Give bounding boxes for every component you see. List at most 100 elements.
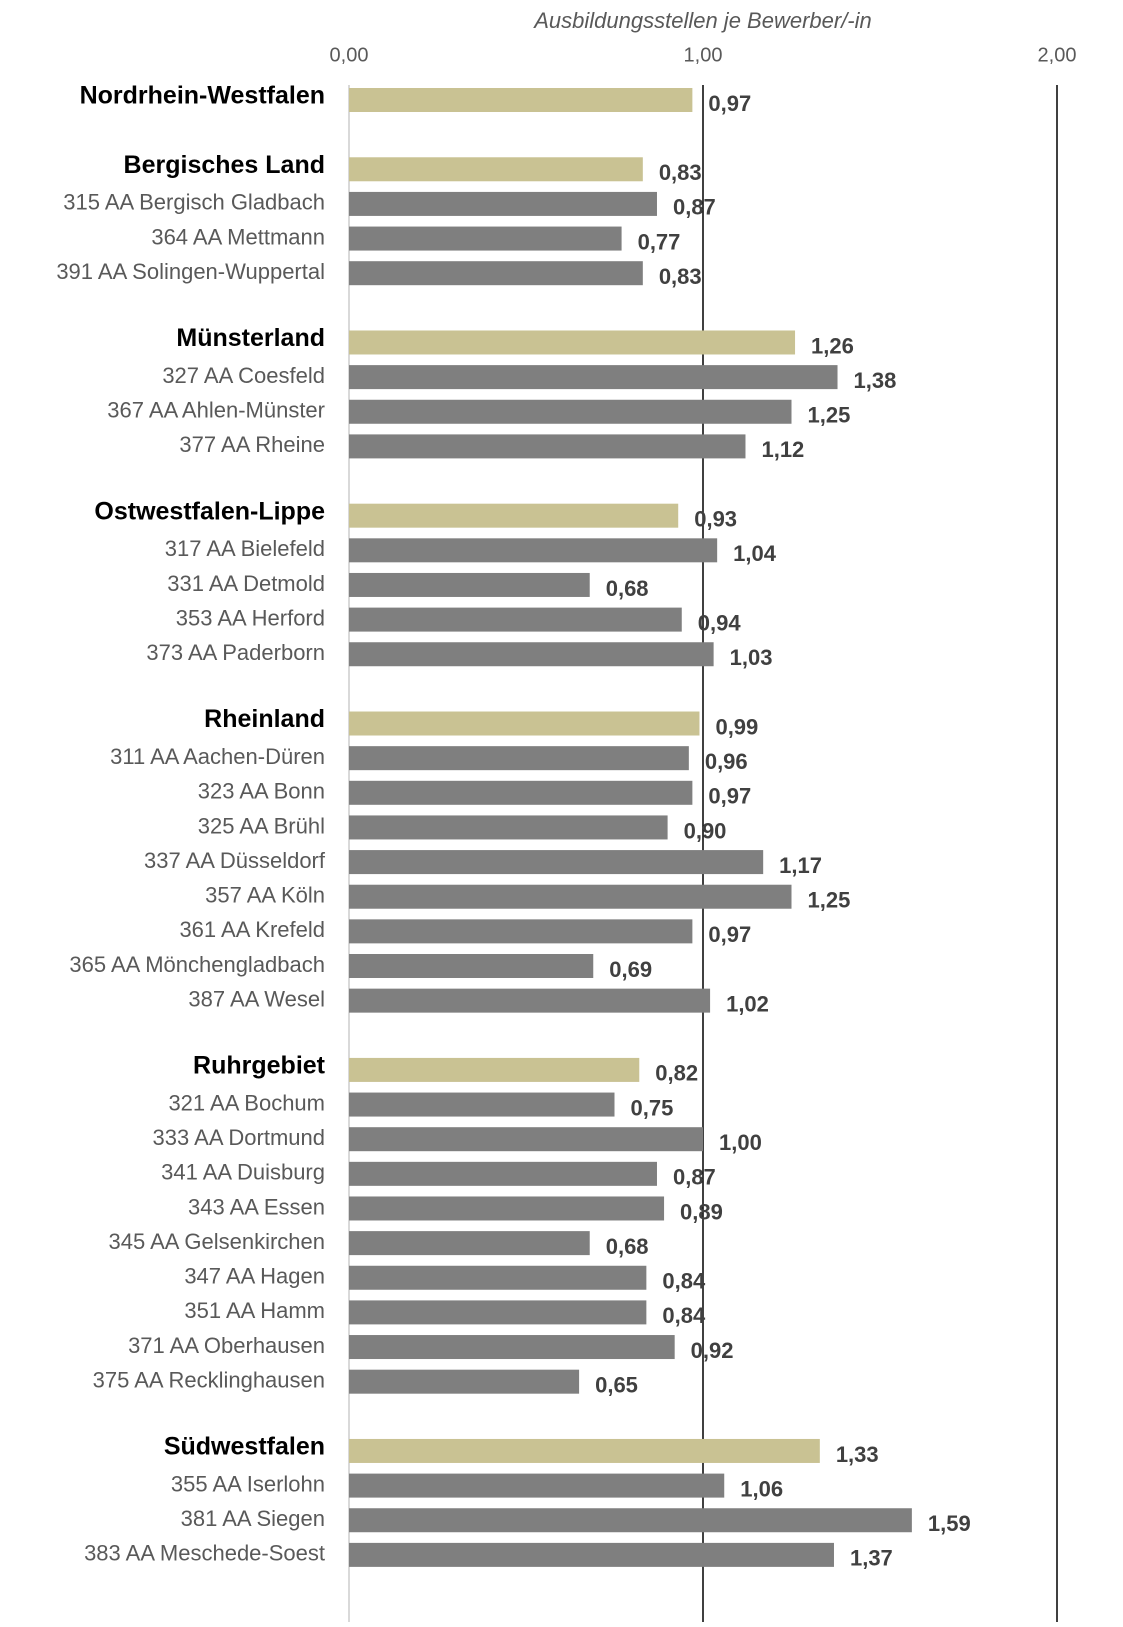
bar	[349, 1438, 820, 1463]
category-label: 377 AA Rheine	[179, 432, 325, 457]
category-label: 317 AA Bielefeld	[165, 536, 325, 561]
category-label: 351 AA Hamm	[184, 1298, 325, 1323]
bar	[349, 711, 700, 736]
group-label: Südwestfalen	[164, 1433, 325, 1461]
bar	[349, 1265, 647, 1290]
value-label: 0,96	[705, 749, 748, 774]
bar	[349, 1161, 657, 1186]
bar	[349, 988, 711, 1013]
value-label: 0,90	[684, 818, 727, 843]
bar	[349, 1473, 725, 1498]
value-label: 1,37	[850, 1546, 893, 1571]
value-label: 0,93	[694, 506, 737, 531]
value-label: 1,02	[726, 991, 769, 1016]
group-label: Ostwestfalen-Lippe	[94, 497, 325, 525]
bar	[349, 1369, 580, 1394]
category-label: 353 AA Herford	[176, 605, 325, 630]
group-label: Nordrhein-Westfalen	[80, 82, 325, 110]
bar	[349, 850, 764, 875]
group-label: Rheinland	[204, 705, 325, 733]
category-label: 341 AA Duisburg	[161, 1160, 325, 1185]
bar	[349, 330, 796, 355]
value-label: 0,84	[662, 1269, 706, 1294]
bar	[349, 642, 714, 667]
value-label: 0,97	[708, 922, 751, 947]
value-label: 1,25	[808, 888, 851, 913]
value-label: 1,06	[740, 1476, 783, 1501]
bar	[349, 1231, 590, 1256]
value-label: 1,59	[928, 1511, 971, 1536]
category-label: 311 AA Aachen-Düren	[110, 744, 325, 769]
bar	[349, 919, 693, 944]
category-label: 383 AA Meschede-Soest	[84, 1541, 325, 1566]
value-label: 1,26	[811, 333, 854, 358]
category-label: 364 AA Mettmann	[151, 224, 325, 249]
value-label: 1,17	[779, 853, 822, 878]
bar	[349, 399, 792, 424]
bar	[349, 88, 693, 112]
bar	[349, 884, 792, 909]
bar	[349, 261, 643, 286]
x-tick-label: 1,00	[684, 44, 723, 66]
category-label: 367 AA Ahlen-Münster	[107, 398, 325, 423]
value-label: 0,82	[655, 1061, 698, 1086]
bar	[349, 1508, 912, 1533]
value-label: 0,83	[659, 160, 702, 185]
category-label: 327 AA Coesfeld	[162, 363, 325, 388]
value-label: 0,99	[715, 714, 758, 739]
category-label: 343 AA Essen	[188, 1194, 325, 1219]
category-label: 375 AA Recklinghausen	[93, 1367, 325, 1392]
value-label: 1,33	[836, 1442, 879, 1467]
value-label: 0,87	[673, 1165, 716, 1190]
category-label: 391 AA Solingen-Wuppertal	[56, 259, 325, 284]
value-label: 0,75	[631, 1095, 674, 1120]
bar	[349, 1092, 615, 1117]
category-label: 325 AA Brühl	[198, 813, 325, 838]
category-label: 331 AA Detmold	[167, 571, 325, 596]
bar	[349, 157, 643, 182]
category-label: 373 AA Paderborn	[146, 640, 325, 665]
bar	[349, 780, 693, 805]
value-label: 1,00	[719, 1130, 762, 1155]
group-label: Ruhrgebiet	[193, 1052, 326, 1080]
bar	[349, 746, 689, 771]
value-label: 0,92	[691, 1338, 734, 1363]
value-label: 1,25	[808, 403, 851, 428]
category-label: 347 AA Hagen	[184, 1264, 325, 1289]
value-label: 0,87	[673, 195, 716, 220]
category-label: 321 AA Bochum	[168, 1090, 325, 1115]
group-label: Bergisches Land	[124, 151, 325, 179]
bar	[349, 607, 682, 632]
category-label: 333 AA Dortmund	[153, 1125, 325, 1150]
bar	[349, 1335, 675, 1360]
category-label: 371 AA Oberhausen	[128, 1333, 325, 1358]
category-label: 345 AA Gelsenkirchen	[109, 1229, 325, 1254]
bar	[349, 538, 718, 563]
category-label: 361 AA Krefeld	[179, 917, 325, 942]
value-label: 0,68	[606, 576, 649, 601]
bar	[349, 503, 679, 528]
category-label: 323 AA Bonn	[198, 779, 325, 804]
group-label: Münsterland	[176, 324, 325, 352]
bar	[349, 1196, 665, 1221]
bar	[349, 572, 590, 597]
bar	[349, 1127, 703, 1152]
value-label: 1,04	[733, 541, 777, 566]
bar	[349, 1057, 640, 1082]
category-label: 365 AA Mönchengladbach	[69, 952, 325, 977]
bar	[349, 365, 838, 390]
x-axis-title: Ausbildungsstellen je Bewerber/-in	[532, 8, 872, 33]
category-label: 337 AA Düsseldorf	[144, 848, 326, 873]
value-label: 0,83	[659, 264, 702, 289]
value-label: 1,12	[761, 437, 804, 462]
value-label: 0,68	[606, 1234, 649, 1259]
value-label: 0,69	[609, 957, 652, 982]
bar	[349, 434, 746, 459]
value-label: 1,38	[854, 368, 897, 393]
bar	[349, 954, 594, 978]
category-label: 387 AA Wesel	[188, 986, 325, 1011]
value-label: 0,89	[680, 1199, 723, 1224]
value-label: 0,97	[708, 784, 751, 809]
